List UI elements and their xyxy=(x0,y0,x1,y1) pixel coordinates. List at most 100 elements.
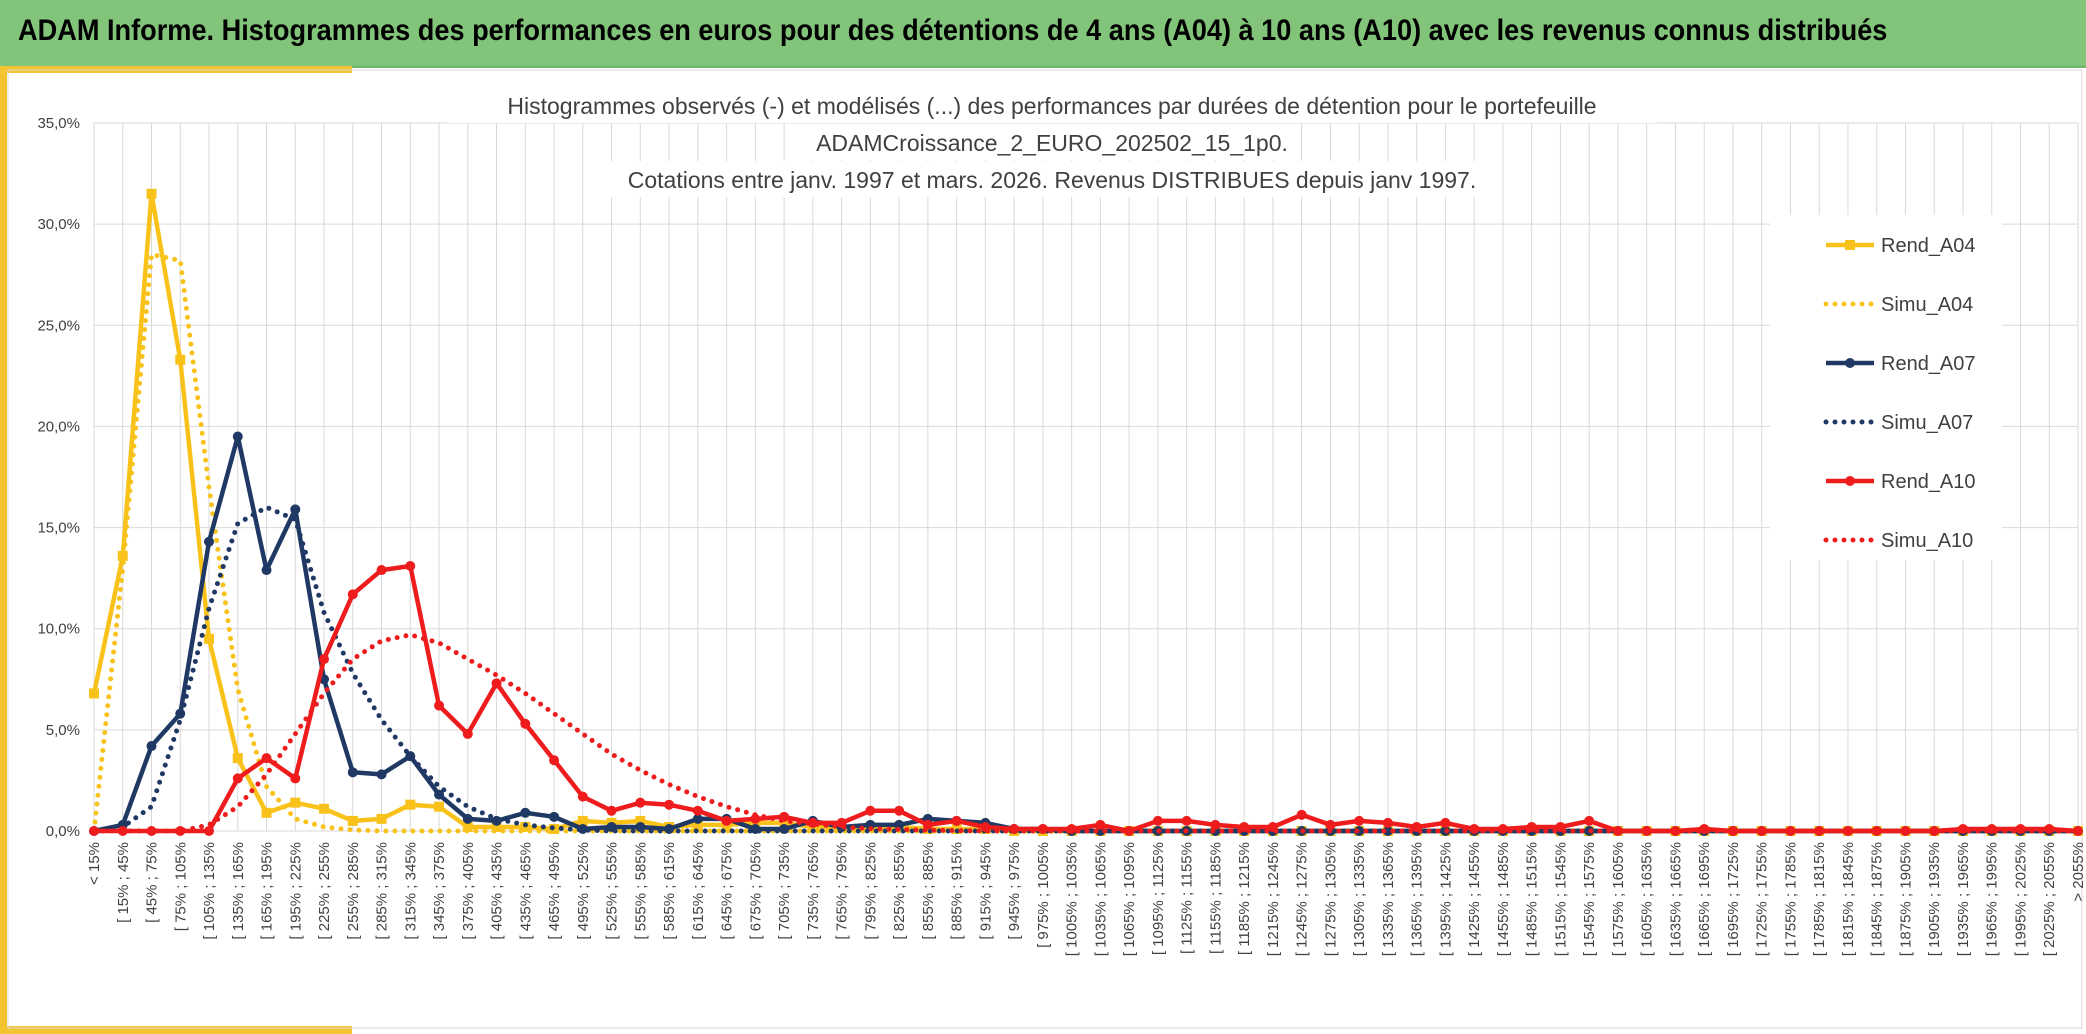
chart-title-line: Histogrammes observés (-) et modélisés (… xyxy=(507,93,1596,119)
data-point xyxy=(376,565,387,576)
data-point xyxy=(491,678,502,689)
data-point xyxy=(1842,826,1853,836)
data-point xyxy=(1181,815,1192,826)
x-tick-label: [ 1185% ; 1215% xyxy=(1236,842,1253,955)
data-point xyxy=(462,813,473,824)
x-tick-label: [ 1695% ; 1725% xyxy=(1725,842,1742,956)
x-tick-label: [ 495% ; 525% xyxy=(575,842,592,940)
x-tick-label: [ 1155% ; 1185% xyxy=(1207,842,1224,954)
x-tick-label: [ 1905% ; 1935% xyxy=(1926,842,1943,956)
chart-title-line: Cotations entre janv. 1997 et mars. 2026… xyxy=(628,167,1476,193)
data-point xyxy=(692,805,703,816)
data-point xyxy=(261,807,272,818)
x-tick-label: [ 465% ; 495% xyxy=(546,842,563,940)
data-point xyxy=(721,815,732,826)
series-layer xyxy=(89,188,2083,836)
data-point xyxy=(664,799,675,810)
data-point xyxy=(692,819,703,830)
x-tick-label: [ 555% ; 585% xyxy=(632,842,649,940)
data-point xyxy=(1296,809,1307,820)
y-tick-label: 30,0% xyxy=(37,216,80,233)
x-tick-label: [ 135% ; 165% xyxy=(230,842,247,940)
data-point xyxy=(1325,819,1336,830)
x-tick-label: [ 435% ; 465% xyxy=(517,842,534,940)
x-tick-label: [ 1365% ; 1395% xyxy=(1409,842,1426,956)
x-tick-label: [ 1455% ; 1485% xyxy=(1495,842,1512,956)
data-point xyxy=(750,813,761,824)
data-point xyxy=(520,718,531,729)
data-point xyxy=(204,536,215,547)
legend-label: Rend_A04 xyxy=(1881,235,1976,257)
data-point xyxy=(1440,817,1451,828)
x-tick-label: [ 1965% ; 1995% xyxy=(1984,842,2001,956)
chart-title-line: ADAMCroissance_2_EURO_202502_15_1p0. xyxy=(816,130,1288,156)
data-point xyxy=(577,815,588,826)
x-tick-label: [ 165% ; 195% xyxy=(259,842,276,940)
data-point xyxy=(1152,815,1163,826)
x-tick-label: [ 1485% ; 1515% xyxy=(1524,842,1541,956)
x-tick-label: [ 855% ; 885% xyxy=(920,842,937,940)
x-tick-label: [ 15% ; 45% xyxy=(115,842,132,923)
x-tick-label: [ 1515% ; 1545% xyxy=(1552,842,1569,956)
x-tick-label: [ 735% ; 765% xyxy=(805,842,822,940)
x-tick-label: [ 1605% ; 1635% xyxy=(1639,842,1656,956)
series-line xyxy=(91,632,2081,834)
legend-label: Rend_A07 xyxy=(1881,353,1976,375)
legend-marker xyxy=(1845,476,1855,486)
data-point xyxy=(117,550,128,561)
accent-bar-bottom xyxy=(0,1026,352,1034)
data-point xyxy=(290,773,301,784)
data-point xyxy=(549,755,560,766)
x-tick-label: [ 45% ; 75% xyxy=(144,842,161,923)
data-point xyxy=(175,354,186,365)
x-tick-label: [ 105% ; 135% xyxy=(201,842,218,940)
x-tick-label: [ 1395% ; 1425% xyxy=(1437,842,1454,956)
x-tick-label: [ 975% ; 1005% xyxy=(1035,842,1052,948)
data-point xyxy=(692,813,703,824)
legend-label: Simu_A10 xyxy=(1881,530,1973,552)
data-point xyxy=(462,821,473,832)
y-tick-label: 0,0% xyxy=(46,823,80,840)
x-tick-label: [ 1095% ; 1125% xyxy=(1150,842,1167,955)
page-title: ADAM Informe. Histogrammes des performan… xyxy=(18,14,1888,47)
data-point xyxy=(1210,819,1221,830)
data-point xyxy=(347,589,358,600)
x-tick-label: [ 255% ; 285% xyxy=(345,842,362,940)
legend-label: Rend_A10 xyxy=(1881,471,1976,493)
x-tick-label: [ 885% ; 915% xyxy=(949,842,966,940)
x-tick-label: [ 645% ; 675% xyxy=(719,842,736,940)
chart-title: Histogrammes observés (-) et modélisés (… xyxy=(447,87,1657,197)
x-tick-label: [ 1635% ; 1665% xyxy=(1667,842,1684,956)
x-tick-label: [ 525% ; 555% xyxy=(604,842,621,940)
data-point xyxy=(146,826,157,836)
accent-bar-left xyxy=(0,66,7,1034)
series-Rend_A10 xyxy=(89,561,2083,836)
data-point xyxy=(261,753,272,764)
data-point xyxy=(462,728,473,739)
x-tick-label: [ 585% ; 615% xyxy=(661,842,678,940)
x-tick-label: [ 75% ; 105% xyxy=(172,842,189,931)
data-point xyxy=(1382,817,1393,828)
x-tick-label: < 15% xyxy=(86,842,103,885)
data-point xyxy=(89,688,99,699)
data-point xyxy=(491,821,502,832)
x-tick-label: [ 1005% ; 1035% xyxy=(1064,842,1081,956)
x-tick-label: [ 225% ; 255% xyxy=(316,842,333,940)
data-point xyxy=(922,819,933,830)
x-tick-label: [ 1275% ; 1305% xyxy=(1322,842,1339,956)
data-point xyxy=(204,633,215,644)
series-line xyxy=(94,563,2079,834)
data-point xyxy=(951,815,962,826)
y-tick-label: 5,0% xyxy=(46,722,80,739)
data-point xyxy=(1095,819,1106,830)
x-tick-label: [ 1335% ; 1365% xyxy=(1380,842,1397,956)
x-tick-label: [ 1545% ; 1575% xyxy=(1581,842,1598,956)
data-point xyxy=(894,805,905,816)
x-tick-label: [ 315% ; 345% xyxy=(402,842,419,940)
x-axis: < 15% [ 15% ; 45% [ 45% ; 75% [ 75% ; 105% [… xyxy=(86,842,2086,956)
x-tick-label: [ 705% ; 735% xyxy=(776,842,793,940)
data-point xyxy=(577,791,588,802)
data-point xyxy=(290,504,301,515)
x-tick-label: [ 1725% ; 1755% xyxy=(1754,842,1771,956)
